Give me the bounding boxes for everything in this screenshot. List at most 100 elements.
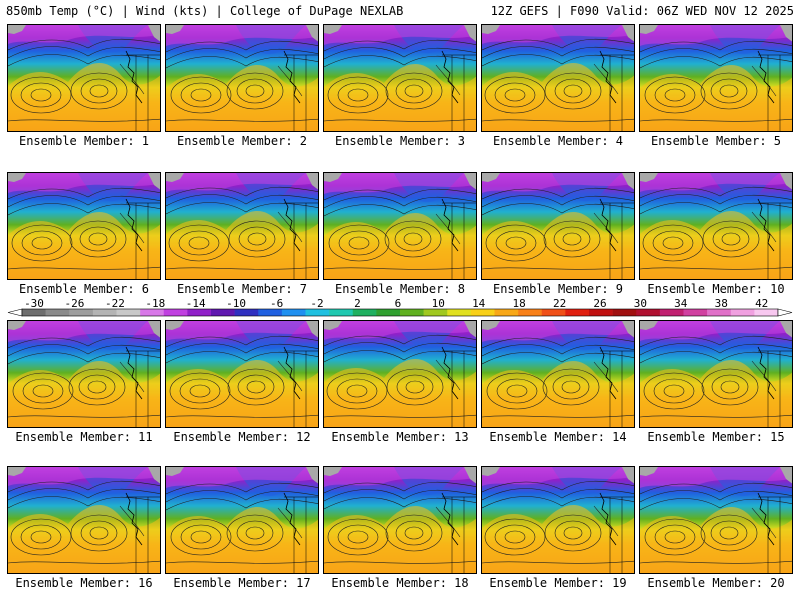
ensemble-member-label: Ensemble Member: 12 xyxy=(173,430,311,444)
arctic-air xyxy=(640,467,792,488)
state-borders xyxy=(284,350,318,427)
ensemble-map xyxy=(165,320,319,428)
colorbar-tick-label: -18 xyxy=(145,297,165,310)
colorbar-swatch xyxy=(541,309,566,316)
ensemble-panel: Ensemble Member: 16 xyxy=(7,466,161,590)
ensemble-panel: Ensemble Member: 7 xyxy=(165,172,319,296)
warm-ridge xyxy=(8,361,160,427)
valid-time-label: 12Z GEFS | F090 Valid: 06Z WED NOV 12 20… xyxy=(490,4,794,18)
land-mask xyxy=(166,173,184,182)
ensemble-map xyxy=(639,466,793,574)
land-mask xyxy=(324,321,342,330)
colorbar-swatch xyxy=(659,309,684,316)
coastline xyxy=(283,346,301,400)
state-borders xyxy=(442,54,476,131)
ensemble-panel: Ensemble Member: 12 xyxy=(165,320,319,444)
chart-title: 850mb Temp (°C) | Wind (kts) | College o… xyxy=(6,4,404,18)
arctic-air xyxy=(482,25,634,44)
ensemble-member-label: Ensemble Member: 19 xyxy=(489,576,627,590)
ensemble-member-label: Ensemble Member: 11 xyxy=(15,430,153,444)
ensemble-map xyxy=(481,320,635,428)
land-mask xyxy=(640,321,658,330)
state-borders xyxy=(600,202,634,279)
colorbar-tick-label: -14 xyxy=(186,297,206,310)
colorbar-tick-label: 10 xyxy=(432,297,445,310)
land-mask xyxy=(640,25,658,34)
land-mask-east xyxy=(780,173,792,190)
arctic-air xyxy=(324,173,476,194)
ensemble-panel: Ensemble Member: 10 xyxy=(639,172,793,296)
land-mask-east xyxy=(622,467,634,484)
ensemble-map xyxy=(481,24,635,132)
land-mask-east xyxy=(464,25,476,42)
ensemble-map xyxy=(639,172,793,280)
ensemble-map xyxy=(481,466,635,574)
colorbar-tick-label: 6 xyxy=(395,297,402,310)
coastline xyxy=(441,492,459,546)
land-mask-east xyxy=(622,25,634,42)
state-borders xyxy=(442,350,476,427)
colorbar-tick-label: -30 xyxy=(24,297,44,310)
coastline xyxy=(125,50,143,104)
colorbar-swatch xyxy=(69,309,94,316)
state-borders xyxy=(600,54,634,131)
wind-contours xyxy=(324,334,476,418)
warm-ridge xyxy=(8,63,160,131)
ensemble-panel: Ensemble Member: 4 xyxy=(481,24,635,148)
state-borders xyxy=(126,202,160,279)
arctic-air xyxy=(324,467,476,487)
ensemble-member-label: Ensemble Member: 7 xyxy=(176,282,308,296)
state-borders xyxy=(600,496,634,573)
warm-ridge xyxy=(482,361,634,427)
coastline xyxy=(283,198,301,252)
ensemble-panel: Ensemble Member: 2 xyxy=(165,24,319,148)
colorbar-swatch xyxy=(258,309,283,316)
colorbar-tick-label: -26 xyxy=(64,297,84,310)
colorbar-swatch xyxy=(423,309,448,316)
state-borders xyxy=(126,496,160,573)
colorbar-swatch xyxy=(163,309,188,316)
colorbar-tick-label: 26 xyxy=(593,297,606,310)
land-mask-east xyxy=(464,173,476,190)
warm-ridge xyxy=(166,360,318,427)
colorbar-swatch xyxy=(518,309,543,316)
coastline xyxy=(125,492,143,546)
colorbar-swatch xyxy=(140,309,165,316)
ensemble-panel: Ensemble Member: 5 xyxy=(639,24,793,148)
coastline xyxy=(599,198,617,252)
colorbar-swatch xyxy=(352,309,377,316)
state-borders xyxy=(442,496,476,573)
warm-ridge xyxy=(166,65,318,131)
state-borders xyxy=(442,202,476,279)
warm-ridge xyxy=(482,212,634,279)
colorbar-tick-label: 38 xyxy=(715,297,728,310)
wind-contours xyxy=(640,482,792,564)
land-mask-east xyxy=(306,173,318,190)
ensemble-map xyxy=(165,24,319,132)
ensemble-panel: Ensemble Member: 1 xyxy=(7,24,161,148)
coastline xyxy=(757,50,775,104)
ensemble-map xyxy=(639,320,793,428)
coastline xyxy=(599,492,617,546)
colorbar-swatch xyxy=(494,309,519,316)
land-mask-east xyxy=(148,467,160,484)
colorbar-swatch xyxy=(281,309,306,316)
colorbar-swatch xyxy=(211,309,235,316)
land-mask xyxy=(640,173,658,182)
land-mask-east xyxy=(148,321,160,338)
coastline xyxy=(599,50,617,104)
warm-ridge xyxy=(324,359,476,427)
wind-contours xyxy=(482,187,634,270)
land-mask xyxy=(324,25,342,34)
land-mask-east xyxy=(780,25,792,42)
warm-ridge xyxy=(482,63,634,131)
warm-ridge xyxy=(640,360,792,427)
state-borders xyxy=(758,350,792,427)
land-mask xyxy=(166,467,184,476)
land-mask xyxy=(8,467,26,476)
land-mask-east xyxy=(780,321,792,338)
land-mask xyxy=(482,467,500,476)
ensemble-panel: Ensemble Member: 15 xyxy=(639,320,793,444)
wind-contours xyxy=(324,188,476,270)
arctic-air xyxy=(482,321,634,342)
